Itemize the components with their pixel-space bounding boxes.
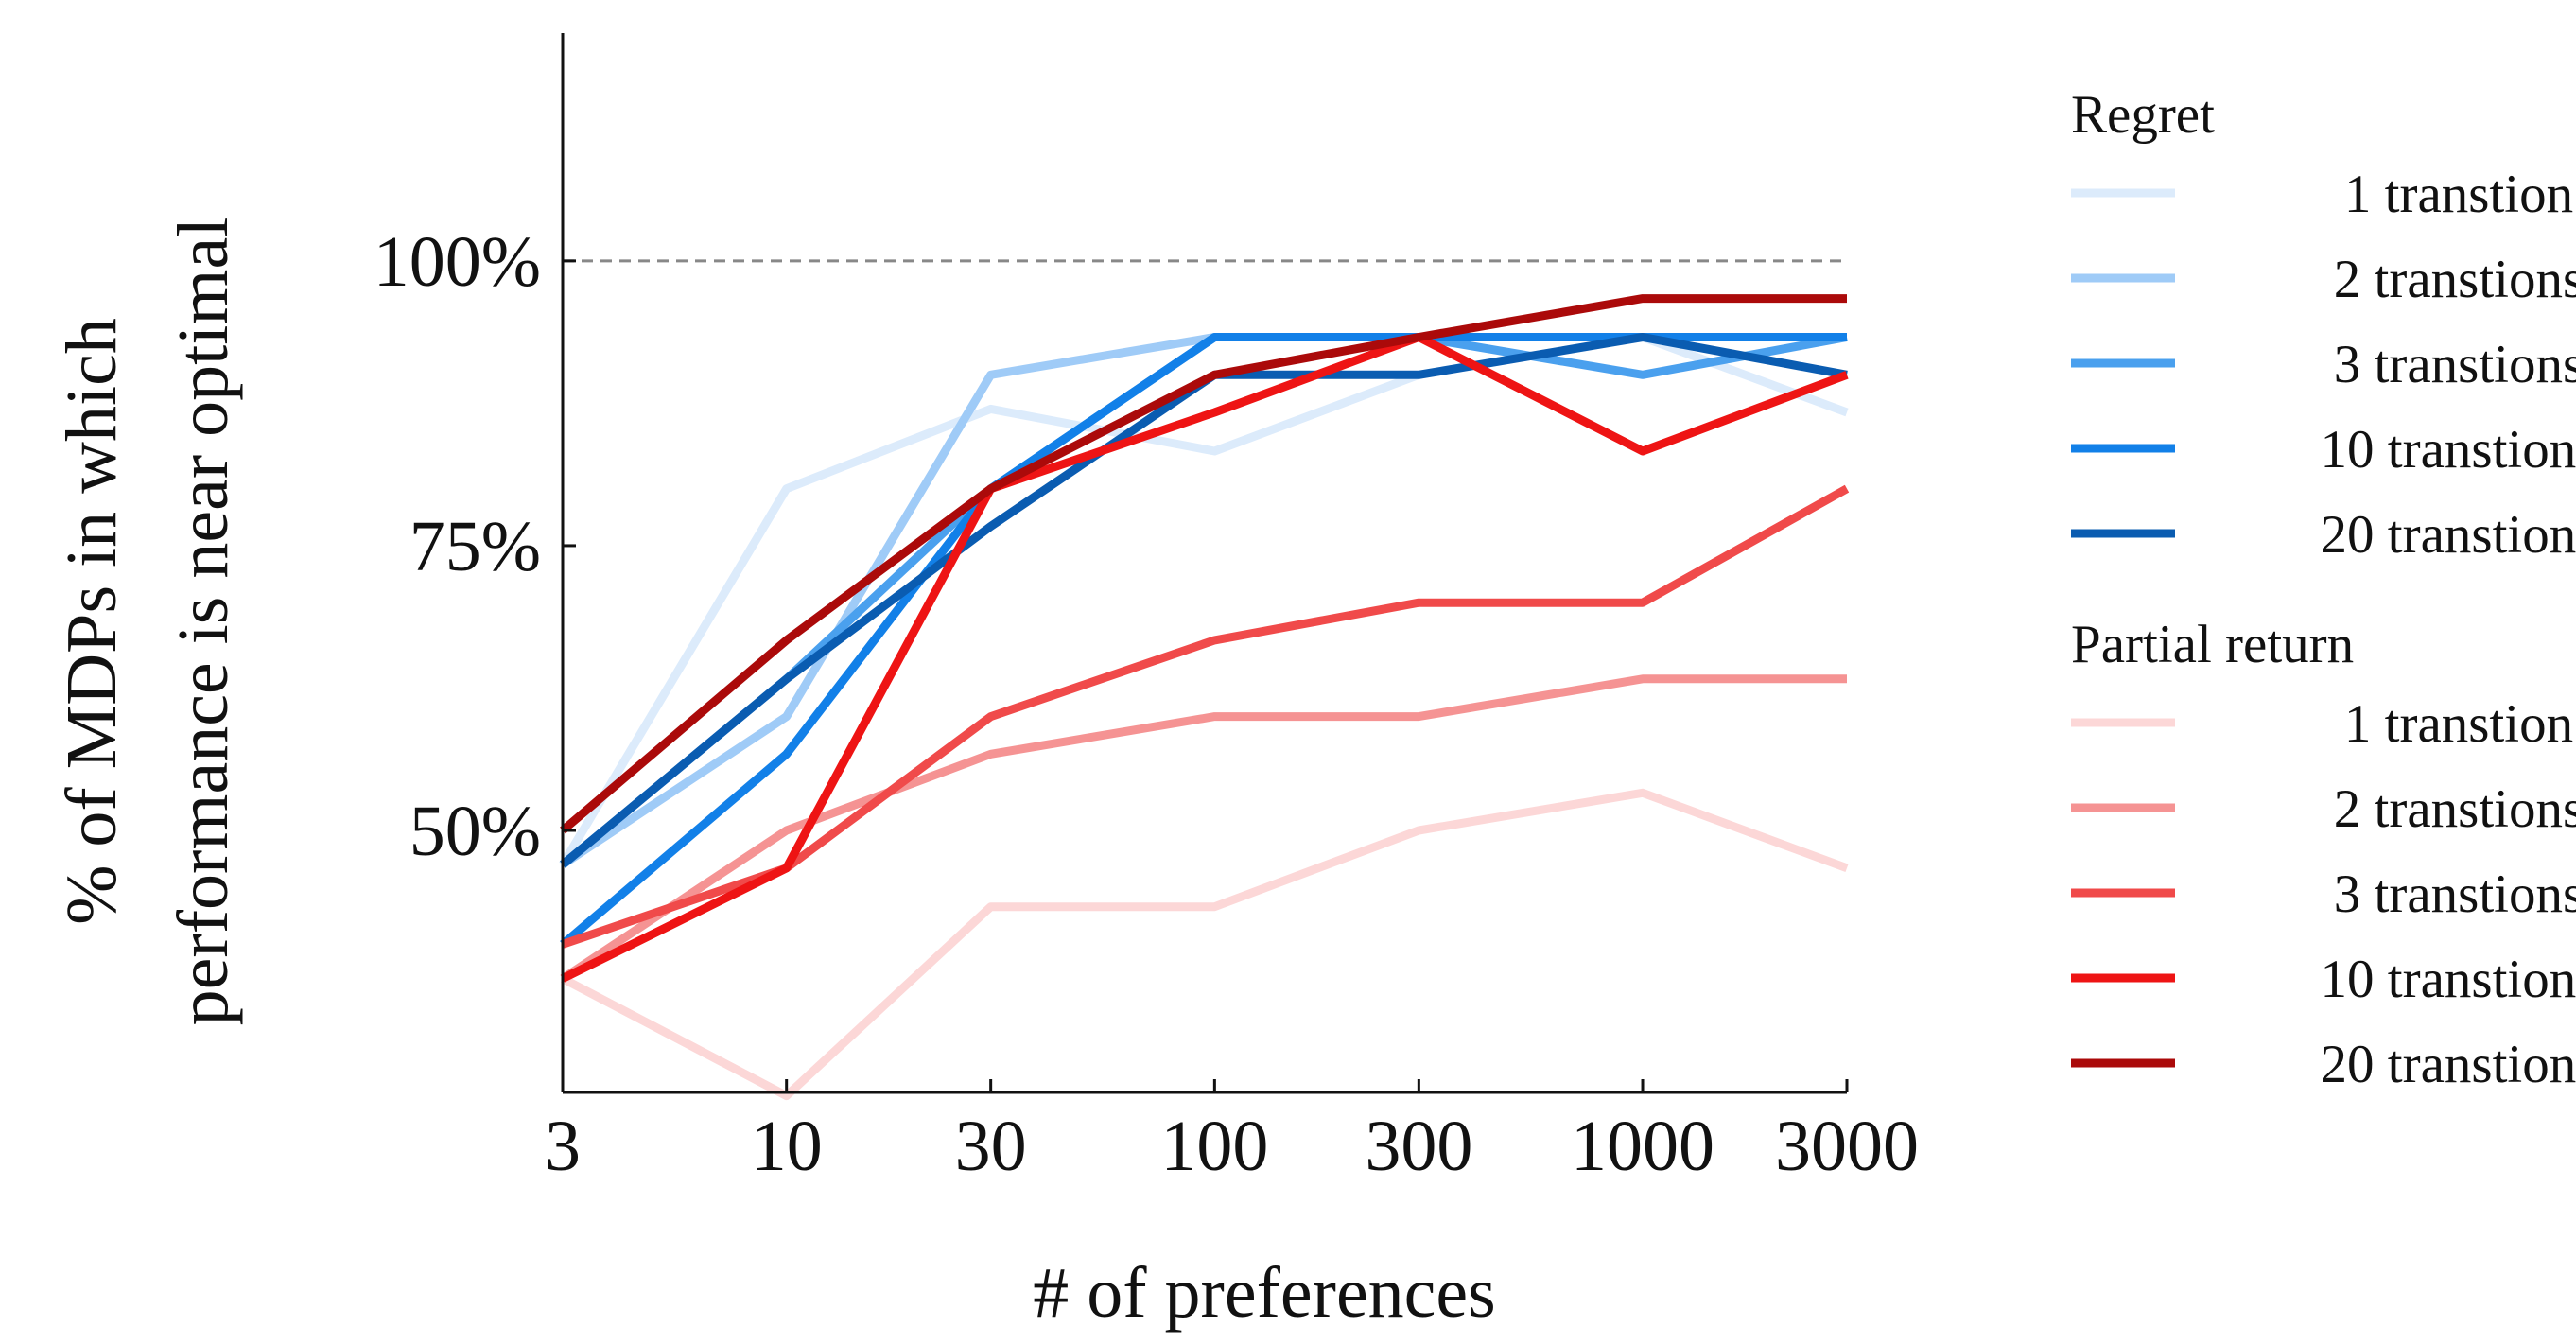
y-ticks: 50% 75% 100% [374,222,576,871]
x-tick-label: 300 [1365,1107,1472,1186]
series-line-partial-return-20-transtions [560,294,1847,834]
legend: Regret 1 transtion 2 transtions 3 transtion… [2071,85,2576,1094]
y-axis-title-line-2: performance is near optimal [164,218,243,1026]
x-tick-label: 1000 [1571,1107,1714,1186]
legend-label: 10 transtions [2321,420,2576,480]
legend-label: 1 transtion [2344,694,2573,754]
legend-title-regret: Regret [2071,85,2215,145]
x-tick-label: 30 [955,1107,1027,1186]
legend-label: 2 transtions [2334,779,2576,839]
series-line-partial-return-2-transtions [560,674,1847,983]
y-tick-label: 75% [409,507,541,586]
x-tick-label: 3 [545,1107,581,1186]
x-tick-label: 100 [1160,1107,1268,1186]
legend-title-partial-return: Partial return [2071,615,2354,674]
y-tick-label: 100% [374,222,541,302]
x-tick-label: 3000 [1775,1107,1919,1186]
series-line-partial-return-10-transtions [561,333,1849,983]
legend-label: 2 transtions [2334,250,2576,309]
y-axis-title-line-1: % of MDPs in which [52,318,131,925]
x-tick-label: 10 [751,1107,823,1186]
legend-label: 10 transtions [2321,950,2576,1009]
x-ticks: 3 10 30 100 300 1000 3000 [545,1079,1919,1186]
plot-area [559,294,1850,1101]
legend-label: 1 transtion [2344,165,2573,224]
legend-label: 20 transtions [2321,505,2576,565]
legend-label: 3 transtions [2334,335,2576,394]
x-axis-title: # of preferences [1033,1253,1495,1333]
legend-label: 20 transtions [2321,1035,2576,1094]
legend-label: 3 transtions [2334,864,2576,924]
y-tick-label: 50% [409,792,541,871]
series-line-partial-return-1-transtion [560,788,1849,1101]
